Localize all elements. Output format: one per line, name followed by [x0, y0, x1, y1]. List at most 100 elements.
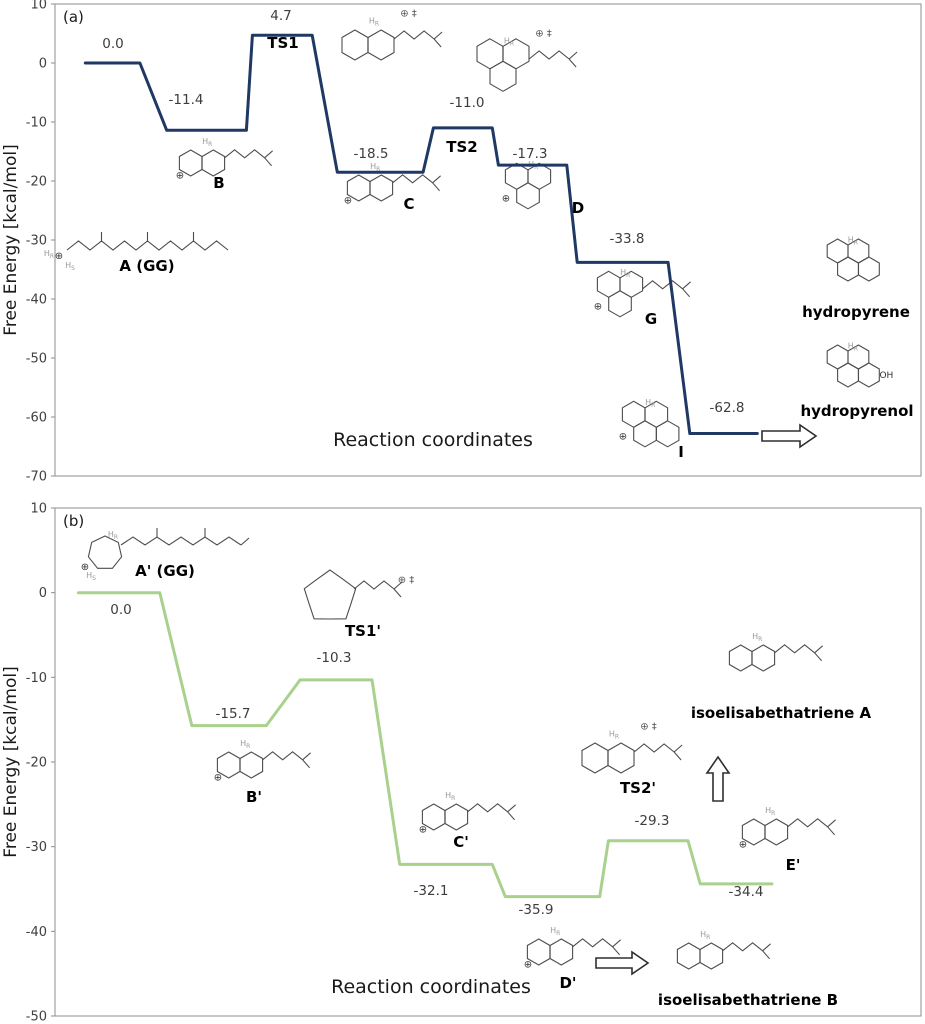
- y-tick-label: -30: [26, 234, 47, 249]
- panel-tag: (a): [63, 8, 84, 26]
- cation-symbol: ⊕: [524, 959, 532, 970]
- species-label: TS2: [446, 138, 477, 156]
- y-tick-label: 0: [39, 57, 47, 72]
- cation-symbol: ⊕: [344, 195, 352, 206]
- species-label: B: [213, 174, 224, 192]
- y-tick-label: -50: [26, 352, 47, 367]
- y-tick-label: 10: [30, 502, 47, 517]
- species-label: A (GG): [119, 257, 174, 275]
- stereo-h-label: HR: [848, 342, 858, 353]
- bond-line: [673, 751, 682, 761]
- species-label: A' (GG): [135, 562, 195, 580]
- stereo-h-label: HS: [86, 571, 96, 582]
- y-tick-label: -30: [26, 840, 47, 855]
- energy-value: -32.1: [414, 883, 449, 899]
- species-label: B': [246, 788, 262, 806]
- bond-path: [722, 942, 763, 952]
- x-axis-label: Reaction coordinates: [331, 976, 531, 998]
- bond-path: [676, 942, 701, 970]
- energy-value: -17.3: [513, 146, 548, 162]
- bond-line: [507, 811, 516, 821]
- stereo-h-label: HS: [65, 261, 75, 272]
- stereo-h-label: HR: [765, 806, 775, 817]
- stereo-h-label: HR: [369, 16, 379, 27]
- panel-tag: (b): [63, 512, 84, 530]
- ts-charge-symbol: ⊕ ‡: [398, 575, 415, 586]
- ts-charge-symbol: ⊕ ‡: [640, 722, 657, 733]
- stereo-h-label: HR: [504, 36, 514, 47]
- bond-path: [655, 420, 680, 448]
- stereo-h-label: HR: [370, 162, 380, 173]
- bond-line: [393, 581, 403, 590]
- bond-line: [433, 31, 443, 40]
- cation-symbol: ⊕: [419, 824, 427, 835]
- bond-path: [66, 240, 229, 251]
- energy-value: -10.3: [317, 650, 352, 666]
- cation-symbol: ⊕: [55, 251, 63, 262]
- stereo-h-label: HR: [445, 791, 455, 802]
- structure-b-d: ⊕ HR: [524, 926, 621, 970]
- structure-b-isoelisabethatriene-b: HR: [676, 930, 771, 970]
- y-tick-label: -70: [26, 470, 47, 485]
- stereo-h-label: HR: [44, 249, 54, 260]
- bond-line: [393, 588, 402, 598]
- structure-b-c: ⊕ HR: [419, 791, 516, 835]
- structure-a-g: ⊕ HR: [594, 268, 691, 318]
- bond-path: [87, 535, 123, 569]
- product-name: isoelisabethatriene A: [691, 704, 872, 722]
- structure-b-b: ⊕ HR: [214, 739, 311, 783]
- product-name: hydropyrenol: [800, 402, 913, 420]
- bond-line: [682, 288, 691, 298]
- stereo-h-label: HR: [645, 398, 655, 409]
- panel-border-b: [54, 507, 922, 1017]
- species-label: D': [559, 974, 576, 992]
- y-tick-label: -20: [26, 756, 47, 771]
- structure-a-i: ⊕ HR: [619, 398, 680, 448]
- bond-path: [239, 751, 264, 779]
- y-tick-label: -60: [26, 411, 47, 426]
- structure-b-ts1: ⊕ ‡: [303, 569, 415, 620]
- ts-charge-symbol: ⊕ ‡: [535, 29, 552, 40]
- bond-path: [633, 743, 675, 753]
- energy-value: -35.9: [519, 902, 554, 918]
- stereo-h-label: HR: [848, 236, 858, 247]
- y-tick-label: -10: [26, 671, 47, 686]
- stereo-h-label: HR: [550, 926, 560, 937]
- species-label: I: [678, 443, 684, 461]
- cation-symbol: ⊕: [81, 562, 89, 573]
- bond-path: [728, 644, 753, 672]
- energy-value: -33.8: [610, 231, 645, 247]
- cation-symbol: ⊕: [214, 772, 222, 783]
- bond-path: [774, 644, 815, 654]
- bond-path: [528, 50, 570, 60]
- product-name: isoelisabethatriene B: [658, 991, 838, 1009]
- stereo-h-label: HR: [752, 632, 762, 643]
- species-label: D: [572, 199, 584, 217]
- bond-path: [201, 149, 226, 177]
- structure-b-e: ⊕ HR: [739, 806, 836, 850]
- hydroxyl-label: OH: [879, 371, 893, 381]
- structure-a-b: ⊕ HR: [176, 137, 273, 181]
- product-name: hydropyrene: [802, 303, 910, 321]
- species-label: G: [645, 310, 657, 328]
- species-label: C: [403, 195, 414, 213]
- bond-path: [857, 362, 880, 388]
- stereo-h-label: HR: [240, 739, 250, 750]
- bond-line: [827, 826, 836, 836]
- structure-a-c: ⊕ HR: [344, 162, 441, 206]
- y-tick-label: -50: [26, 1010, 47, 1024]
- cation-symbol: ⊕: [594, 301, 602, 312]
- y-axis-title: Free Energy [kcal/mol]: [1, 144, 21, 335]
- y-tick-label: 10: [30, 0, 47, 13]
- bond-line: [302, 759, 311, 769]
- structure-b-isoelisabethatriene-a: HR: [728, 632, 823, 672]
- bond-path: [581, 742, 609, 774]
- bond-line: [568, 58, 577, 68]
- bond-line: [432, 175, 441, 184]
- bond-path: [787, 818, 828, 828]
- bond-line: [814, 652, 823, 662]
- species-label: E': [786, 856, 801, 874]
- energy-value: -62.8: [710, 400, 745, 416]
- bond-path: [516, 182, 540, 210]
